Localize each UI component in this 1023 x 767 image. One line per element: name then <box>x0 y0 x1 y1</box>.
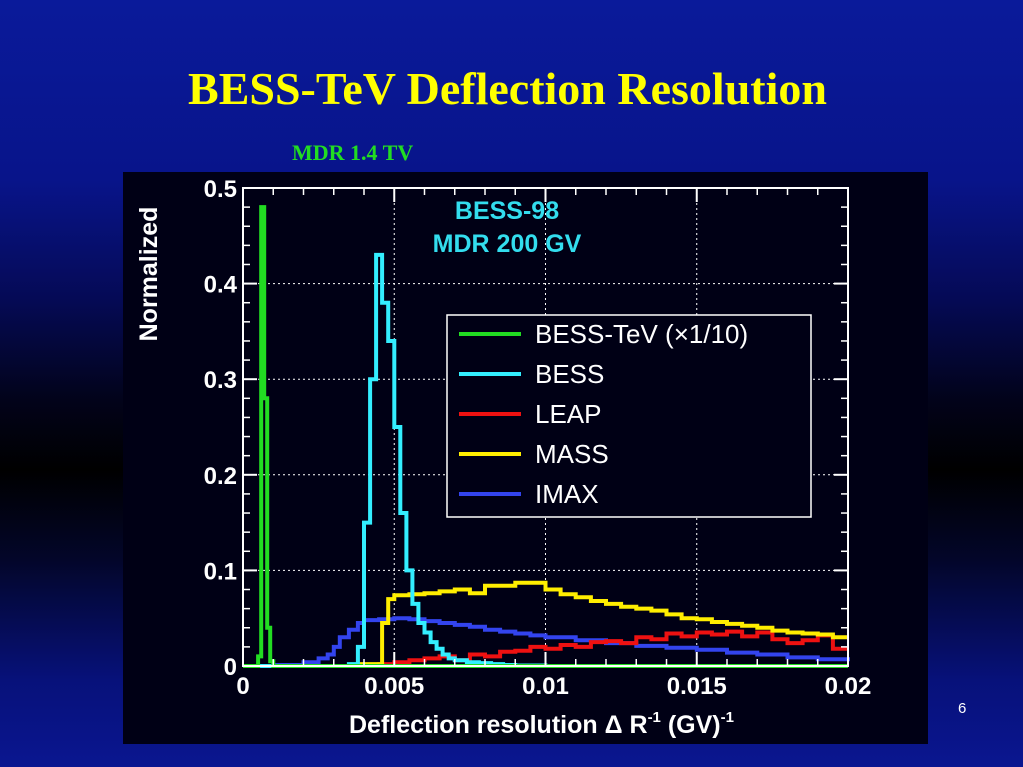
y-tick-label-1: 0.1 <box>204 558 237 585</box>
series-line-1 <box>243 252 848 668</box>
y-tick-label-5: 0.5 <box>204 176 237 203</box>
annotation-mdr200: MDR 200 GV <box>433 230 582 258</box>
y-tick-label-0: 0 <box>224 654 237 681</box>
series-line-3 <box>243 580 848 668</box>
y-tick-label-2: 0.2 <box>204 463 237 490</box>
legend-label-0: BESS-TeV (×1/10) <box>535 319 748 349</box>
chart-container: 0 0.1 0.2 0.3 0.4 0.5 0 0.005 0.01 0.015 0.02 BESS… <box>123 172 928 744</box>
axis-ticks <box>242 187 849 667</box>
series-line-4 <box>243 616 850 668</box>
page-number: 6 <box>958 700 967 717</box>
slide-title: BESS-TeV Deflection Resolution <box>188 63 827 114</box>
x-tick-label-4: 0.02 <box>825 673 872 700</box>
x-tick-label-1: 0.005 <box>364 673 424 700</box>
legend-label-1: BESS <box>535 359 604 389</box>
x-tick-label-0: 0 <box>236 673 249 700</box>
legend-label-4: IMAX <box>535 479 599 509</box>
mdr-label: MDR 1.4 TV <box>292 140 414 165</box>
annotation-bess98: BESS-98 <box>455 197 559 225</box>
x-tick-label-3: 0.015 <box>667 673 727 700</box>
legend-label-2: LEAP <box>535 399 602 429</box>
y-tick-label-3: 0.3 <box>204 367 237 394</box>
x-axis-label: Deflection resolution Δ R-1 (GV)-1 <box>349 709 734 739</box>
chart-svg: 0 0.1 0.2 0.3 0.4 0.5 0 0.005 0.01 0.015 0.02 BESS… <box>135 176 872 739</box>
y-tick-label-4: 0.4 <box>204 272 238 299</box>
legend-label-3: MASS <box>535 439 609 469</box>
tick-labels: 0 0.1 0.2 0.3 0.4 0.5 0 0.005 0.01 0.015 0.02 <box>204 176 872 700</box>
y-axis-label: Normalized <box>135 207 163 342</box>
grid-lines <box>243 188 848 666</box>
x-tick-label-2: 0.01 <box>522 673 569 700</box>
legend: BESS-TeV (×1/10) BESS LEAP MASS IMAX <box>446 314 812 518</box>
